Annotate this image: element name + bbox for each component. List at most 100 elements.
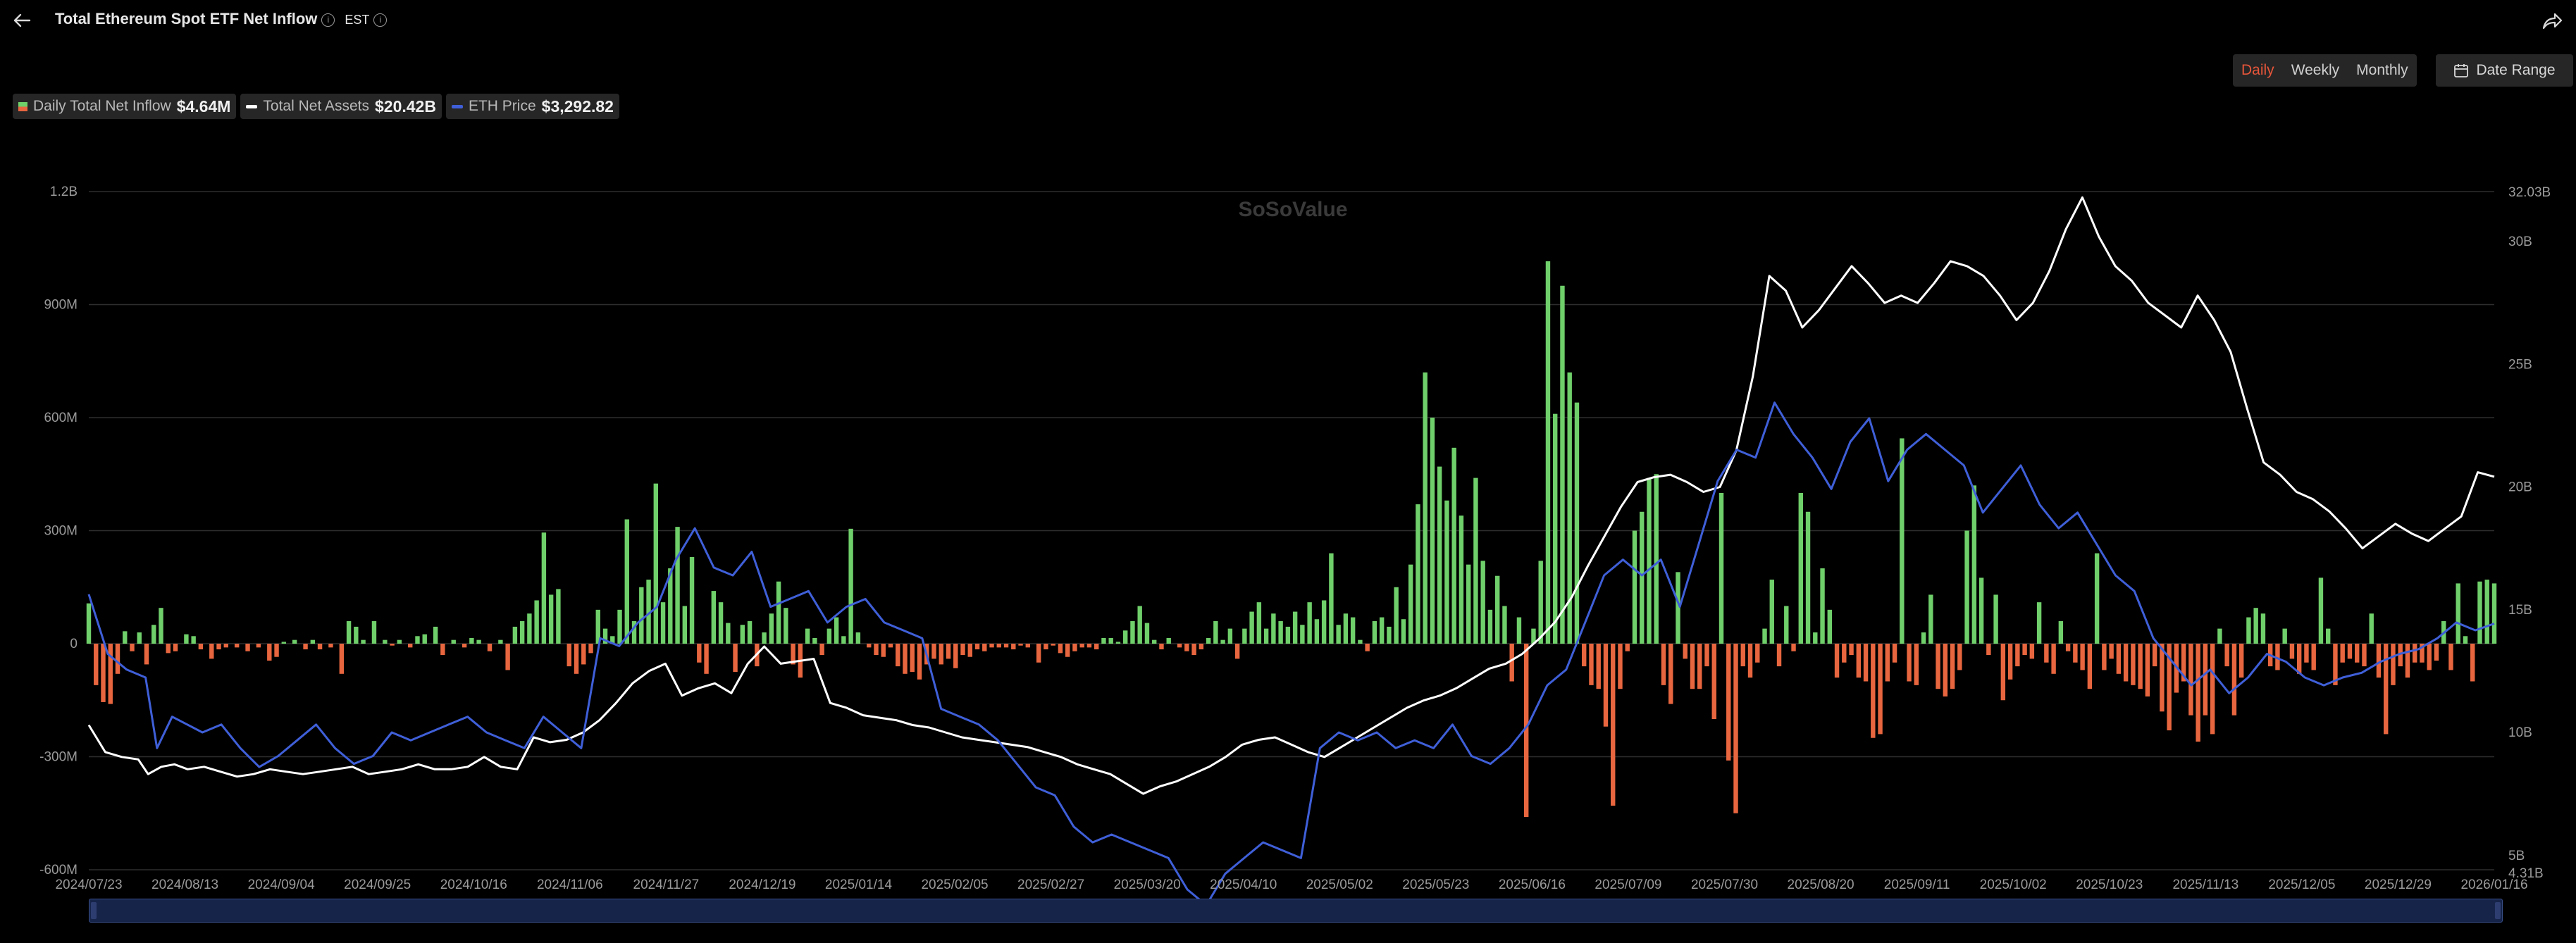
inflow-bar — [1740, 644, 1745, 667]
inflow-bar — [1365, 644, 1370, 651]
inflow-bar — [216, 644, 221, 650]
inflow-bar — [1928, 594, 1933, 644]
inflow-bar — [1964, 530, 1969, 644]
inflow-bar — [487, 644, 493, 651]
inflow-bar — [383, 639, 388, 644]
inflow-bar — [946, 644, 951, 659]
inflow-bar — [826, 628, 832, 644]
legend-label: ETH Price — [468, 98, 536, 114]
x-tick-label: 2025/05/02 — [1306, 878, 1373, 892]
inflow-bar — [711, 591, 717, 644]
inflow-bar — [834, 617, 839, 644]
inflow-bar — [2138, 644, 2143, 689]
inflow-bar — [2456, 583, 2460, 644]
inflow-bar — [1516, 617, 1522, 644]
inflow-bar — [903, 644, 908, 674]
inflow-bar — [339, 644, 345, 674]
inflow-bar — [1589, 644, 1594, 685]
inflow-bar — [1423, 372, 1428, 644]
inflow-bar — [1747, 644, 1753, 678]
inflow-bar — [1256, 602, 1262, 644]
inflow-bar — [2087, 644, 2093, 689]
inflow-bar — [1094, 644, 1099, 650]
legend-eth-price[interactable]: ETH Price $3,292.82 — [445, 94, 619, 119]
inflow-bar — [1487, 609, 1493, 644]
inflow-bar — [2463, 636, 2468, 644]
range-navigator[interactable] — [89, 899, 2503, 923]
inflow-bar — [281, 642, 287, 644]
inflow-bar — [1401, 619, 1406, 644]
inflow-bar — [2296, 644, 2302, 674]
inflow-bar — [1152, 639, 1157, 644]
inflow-bar — [1242, 628, 1247, 644]
inflow-bar — [2015, 644, 2020, 667]
x-tick-label: 2025/08/20 — [1788, 878, 1854, 892]
inflow-bar — [198, 644, 204, 650]
inflow-bar — [1115, 642, 1121, 644]
share-icon[interactable] — [2538, 7, 2566, 35]
legend-total-net-assets[interactable]: Total Net Assets $20.42B — [240, 94, 442, 119]
date-range-button[interactable]: Date Range — [2436, 54, 2573, 87]
inflow-bar — [805, 628, 810, 644]
x-tick-label: 2024/09/04 — [248, 878, 316, 892]
period-monthly-button[interactable]: Monthly — [2356, 62, 2408, 78]
back-arrow-icon[interactable] — [10, 8, 34, 32]
inflow-bar — [888, 644, 893, 648]
y-left-tick-label: -300M — [39, 750, 78, 765]
inflow-bar — [328, 644, 333, 648]
legend-value: $4.64M — [176, 96, 231, 115]
inflow-bar — [1065, 644, 1070, 657]
y-right-tick-label: 5B — [2508, 849, 2525, 863]
navigator-right-handle[interactable] — [2495, 902, 2501, 919]
inflow-bar — [1122, 630, 1128, 644]
inflow-bar — [2007, 644, 2013, 680]
x-tick-label: 2024/08/13 — [151, 878, 218, 892]
period-weekly-button[interactable]: Weekly — [2291, 62, 2340, 78]
inflow-bar — [617, 609, 622, 644]
navigator-left-handle[interactable] — [91, 902, 97, 919]
inflow-bar — [512, 626, 518, 644]
inflow-bar — [1531, 628, 1536, 644]
inflow-bar — [1582, 644, 1587, 667]
inflow-bar — [144, 644, 149, 665]
inflow-bar — [191, 636, 196, 644]
inflow-bar — [2325, 628, 2331, 644]
inflow-bar — [1144, 623, 1150, 644]
inflow-bar — [588, 644, 593, 654]
period-daily-button[interactable]: Daily — [2241, 62, 2274, 78]
inflow-bar — [1307, 602, 1312, 644]
inflow-bar — [2203, 644, 2208, 716]
inflow-bar — [1611, 644, 1616, 806]
inflow-bar — [1234, 644, 1240, 659]
y-axis-right: 32.03B 30B 25B 20B 15B 10B 5B 4.31B — [2508, 185, 2551, 881]
inflow-bar — [639, 587, 644, 644]
info-icon[interactable]: i — [321, 13, 335, 27]
inflow-bar — [2210, 644, 2215, 735]
inflow-bar — [1553, 413, 1558, 644]
y-left-tick-label: 1.2B — [50, 185, 78, 199]
inflow-bar — [354, 626, 359, 644]
inflow-bar — [184, 634, 189, 644]
inflow-bar — [1166, 637, 1171, 644]
legend-daily-net-inflow[interactable]: Daily Total Net Inflow $4.64M — [13, 94, 237, 119]
inflow-bar — [151, 625, 156, 644]
x-tick-label: 2025/10/02 — [1980, 878, 2047, 892]
inflow-bar — [2167, 644, 2172, 731]
inflow-bar — [1285, 626, 1291, 644]
inflow-bar — [982, 644, 987, 651]
inflow-bar — [541, 532, 547, 644]
top-bar: Total Ethereum Spot ETF Net Inflow i EST i — [0, 0, 2576, 41]
inflow-bar — [1271, 613, 1276, 644]
page-title: Total Ethereum Spot ETF Net Inflow i EST i — [55, 10, 388, 28]
timezone-label: EST — [345, 12, 370, 27]
inflow-bar — [1943, 644, 1948, 697]
inflow-bar — [1776, 644, 1782, 667]
y-right-tick-label: 25B — [2508, 357, 2532, 372]
bar-swatch-icon — [18, 101, 27, 111]
x-tick-label: 2025/01/14 — [825, 878, 893, 892]
y-right-tick-label: 32.03B — [2508, 185, 2551, 200]
inflow-bar — [2000, 644, 2006, 701]
inflow-bar — [498, 639, 503, 644]
inflow-bar — [574, 644, 579, 674]
timezone-info-icon[interactable]: i — [373, 13, 388, 27]
